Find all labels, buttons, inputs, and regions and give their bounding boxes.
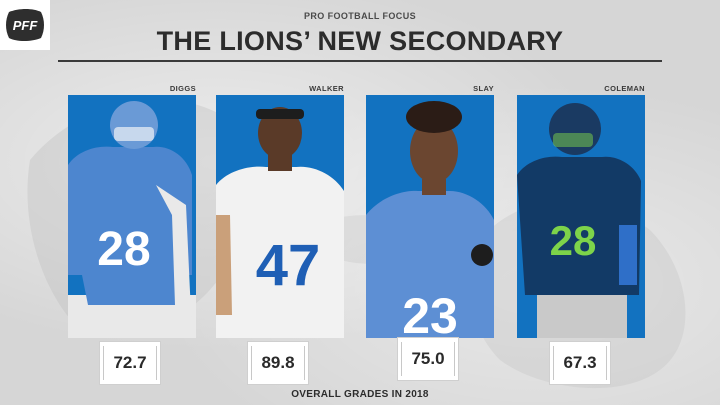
page-title: THE LIONS’ NEW SECONDARY bbox=[156, 26, 564, 56]
pff-logo[interactable]: PFF bbox=[0, 0, 50, 50]
player-name: COLEMAN bbox=[604, 84, 645, 93]
player-photo: 28 bbox=[68, 95, 196, 338]
player-silhouette-icon: 47 bbox=[216, 107, 344, 338]
svg-text:47: 47 bbox=[256, 233, 321, 298]
player-silhouette-icon: 28 bbox=[517, 103, 641, 338]
grade-value: 72.7 bbox=[113, 353, 147, 372]
grade-box-coleman: 67.3 bbox=[550, 342, 610, 384]
player-photo: 23 bbox=[366, 95, 494, 338]
footer-caption: OVERALL GRADES IN 2018 bbox=[291, 389, 429, 400]
grade-box-slay: 75.0 bbox=[398, 338, 458, 380]
header-eyebrow: PRO FOOTBALL FOCUS bbox=[303, 11, 417, 21]
svg-text:23: 23 bbox=[402, 288, 458, 338]
header-divider bbox=[58, 60, 662, 62]
grade-value: 67.3 bbox=[563, 353, 597, 372]
grade-box-walker: 89.8 bbox=[248, 342, 308, 384]
player-name: DIGGS bbox=[169, 84, 196, 93]
grade-box-diggs: 72.7 bbox=[100, 342, 160, 384]
player-silhouette-icon: 28 bbox=[68, 101, 196, 338]
player-name: WALKER bbox=[309, 84, 344, 93]
player-name: SLAY bbox=[473, 84, 494, 93]
svg-text:28: 28 bbox=[97, 223, 150, 276]
grade-value: 89.8 bbox=[261, 353, 295, 372]
grade-value: 75.0 bbox=[411, 349, 445, 368]
pff-logo-icon: PFF bbox=[6, 9, 44, 41]
svg-text:PFF: PFF bbox=[13, 18, 39, 33]
player-silhouette-icon: 23 bbox=[366, 101, 494, 338]
player-photo: 28 bbox=[517, 95, 645, 338]
svg-text:28: 28 bbox=[550, 217, 597, 264]
player-photo: 47 bbox=[216, 95, 344, 338]
